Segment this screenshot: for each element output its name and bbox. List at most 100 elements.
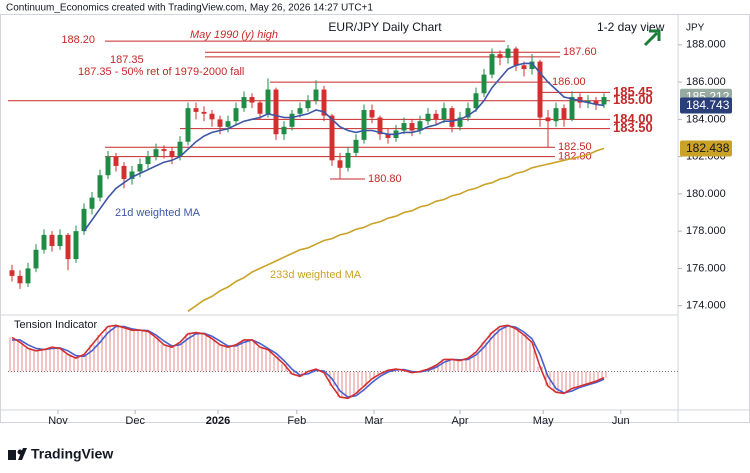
moving-average [187, 147, 605, 312]
annotation: May 1990 (y) high [190, 29, 278, 41]
candle-body [353, 139, 359, 153]
candle-body [33, 249, 39, 269]
candle-body [409, 123, 415, 131]
candle-body [553, 108, 559, 122]
level-label: 186.00 [552, 76, 586, 88]
candle-body [249, 96, 255, 103]
candle-body [369, 110, 375, 118]
candle-body [41, 234, 47, 250]
logo-text: TradingView [31, 446, 113, 462]
arrow-shaft [643, 31, 659, 47]
candle-body [17, 275, 23, 284]
level-label: 187.60 [563, 46, 597, 58]
candle-body [49, 234, 55, 247]
level-label: 182.50 [558, 141, 592, 153]
candle-body [377, 117, 383, 135]
x-tick-label: 2026 [206, 415, 230, 427]
level-label: 185.45 [613, 84, 653, 99]
trend-arrow [643, 29, 661, 47]
candle-body [185, 108, 191, 142]
candle-body [81, 208, 87, 232]
candle-body [97, 175, 103, 198]
candle-body [401, 123, 407, 131]
candle-body [569, 96, 575, 120]
candle-body [297, 108, 303, 114]
candle-body [321, 89, 327, 116]
x-tick-label: May [533, 415, 554, 427]
candle-body [65, 234, 71, 260]
x-tick-label: Dec [125, 415, 145, 427]
candle-body [201, 111, 207, 114]
y-tick-label: 176.000 [686, 262, 726, 274]
y-tick-label: 188.000 [686, 39, 726, 51]
candle-body [145, 156, 151, 165]
candle-body [465, 108, 471, 118]
candle-body [457, 117, 463, 127]
candle-body [241, 96, 247, 109]
candle-body [329, 115, 335, 161]
candle-body [361, 110, 367, 140]
y-tick-label: 184.000 [686, 113, 726, 125]
y-tick-label: 180.000 [686, 188, 726, 200]
annotation: 187.35 - 50% ret of 1979-2000 fall [78, 66, 244, 78]
candle-body [513, 48, 519, 66]
candle-body [601, 96, 607, 105]
indicator-signal [12, 324, 605, 398]
candle-body [89, 197, 95, 209]
candle-body [417, 121, 423, 131]
candle-body [137, 164, 143, 172]
candle-body [177, 141, 183, 157]
header: Continuum_Economics created with Trading… [6, 3, 373, 14]
arrow-head [649, 29, 661, 41]
candle-body [521, 65, 527, 70]
candle-body [489, 54, 495, 75]
candle-body [257, 102, 263, 114]
series-label: 21d weighted MA [115, 207, 201, 219]
y-axis-label: JPY [686, 23, 705, 34]
candle-body [233, 108, 239, 122]
level-label: 184.00 [613, 111, 653, 126]
y-tick-label: 174.000 [686, 300, 726, 312]
indicator-title: Tension Indicator [14, 319, 97, 331]
chart-title: EUR/JPY Daily Chart [328, 20, 442, 34]
candle-body [225, 121, 231, 127]
price-tag-label: 182.438 [686, 141, 730, 155]
candle-body [433, 113, 439, 120]
candle-body [481, 74, 487, 94]
candle-body [561, 108, 567, 120]
candle-body [113, 156, 119, 166]
candle-body [345, 152, 351, 168]
candle-body [105, 156, 111, 176]
price-tag [680, 140, 732, 157]
candle-body [273, 89, 279, 135]
x-tick-label: Feb [287, 415, 306, 427]
level-label: 187.35 [110, 54, 144, 66]
candle-body [209, 113, 215, 120]
price-tag [680, 97, 732, 114]
candle-body [385, 134, 391, 138]
candle-body [473, 93, 479, 109]
price-tag-label: 184.743 [686, 98, 730, 112]
candle-body [449, 108, 455, 127]
candle-body [25, 268, 31, 284]
candle-body [289, 113, 295, 127]
candle-body [121, 165, 127, 179]
candle-body [585, 100, 591, 103]
logo-mark [8, 450, 16, 460]
logo-mark [18, 448, 27, 460]
indicator-line [11, 324, 605, 400]
candle-body [545, 117, 551, 122]
x-tick-label: Nov [48, 415, 68, 427]
candle-body [281, 126, 287, 135]
candle-body [169, 151, 175, 157]
level-label: 180.80 [368, 173, 402, 185]
x-tick-label: Jun [612, 415, 630, 427]
candle-body [441, 108, 447, 120]
candle-body [305, 100, 311, 109]
candle-body [313, 89, 319, 101]
y-tick-label: 186.000 [686, 76, 726, 88]
x-tick-label: Mar [365, 415, 384, 427]
candle-body [337, 160, 343, 168]
y-tick-label: 178.000 [686, 225, 726, 237]
chart-subtitle: 1-2 day view [597, 20, 665, 34]
